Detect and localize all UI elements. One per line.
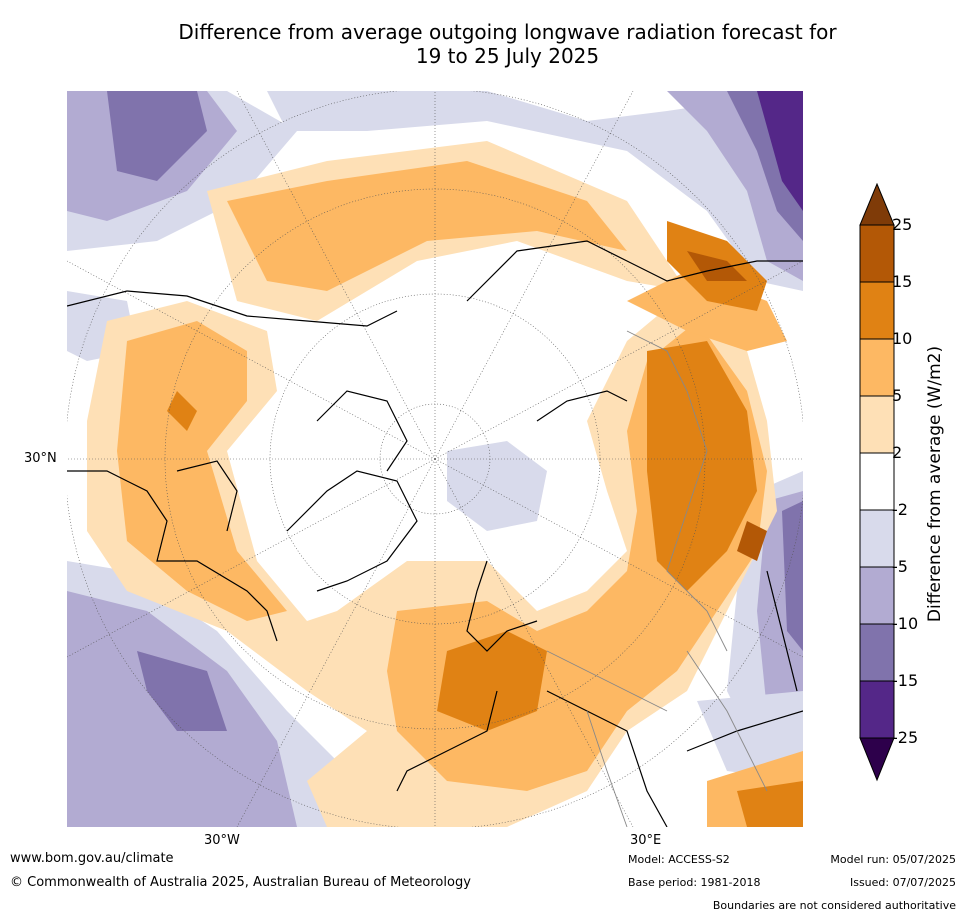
negative-anomaly-regions bbox=[67, 91, 803, 827]
title-line-1: Difference from average outgoing longwav… bbox=[178, 20, 837, 44]
colorbar-extend-top bbox=[859, 183, 895, 226]
colorbar bbox=[859, 183, 895, 782]
map-title: Difference from average outgoing longwav… bbox=[100, 20, 915, 68]
base-period: Base period: 1981-2018 bbox=[628, 876, 761, 889]
country-borders bbox=[546, 330, 768, 827]
graticule bbox=[67, 91, 803, 827]
colorbar-tick-2: 2 bbox=[892, 443, 903, 462]
positive-anomaly-regions bbox=[87, 141, 803, 827]
colorbar-tick-neg15: -15 bbox=[892, 671, 919, 690]
label-30n: 30°N bbox=[24, 451, 57, 466]
colorbar-tick-neg25: -25 bbox=[892, 728, 919, 747]
colorbar-bin-15-25 bbox=[859, 224, 895, 283]
colorbar-tick-neg5: -5 bbox=[892, 557, 908, 576]
model-name: Model: ACCESS-S2 bbox=[628, 853, 730, 866]
colorbar-tick-neg10: -10 bbox=[892, 614, 919, 633]
model-run-date: Model run: 05/07/2025 bbox=[830, 853, 956, 866]
colorbar-bin-2-5 bbox=[859, 395, 895, 454]
title-line-2: 19 to 25 July 2025 bbox=[415, 44, 600, 68]
website-link[interactable]: www.bom.gov.au/climate bbox=[10, 851, 174, 866]
colorbar-tick-5: 5 bbox=[892, 386, 903, 405]
boundaries-disclaimer: Boundaries are not considered authoritat… bbox=[712, 899, 956, 912]
colorbar-tick-25: 25 bbox=[892, 215, 913, 234]
colorbar-tick-neg2: -2 bbox=[892, 500, 908, 519]
colorbar-extend-bottom bbox=[859, 737, 895, 782]
label-30w: 30°W bbox=[204, 833, 240, 848]
colorbar-bin-neg2-2 bbox=[859, 452, 895, 511]
polar-map bbox=[67, 91, 803, 827]
colorbar-bin-neg15-neg10 bbox=[859, 623, 895, 682]
colorbar-bin-neg10-neg5 bbox=[859, 566, 895, 625]
colorbar-bin-10-15 bbox=[859, 281, 895, 340]
coastlines bbox=[67, 240, 803, 827]
colorbar-bin-5-10 bbox=[859, 338, 895, 397]
colorbar-title: Difference from average (W/m2) bbox=[925, 345, 945, 623]
colorbar-tick-10: 10 bbox=[892, 329, 913, 348]
label-30e: 30°E bbox=[630, 833, 662, 848]
copyright-text: © Commonwealth of Australia 2025, Austra… bbox=[10, 875, 471, 890]
anomaly-map-graphic bbox=[67, 91, 803, 827]
colorbar-tick-15: 15 bbox=[892, 272, 913, 291]
issued-date: Issued: 07/07/2025 bbox=[849, 876, 956, 889]
colorbar-bin-neg25-neg15 bbox=[859, 680, 895, 739]
colorbar-bin-neg5-neg2 bbox=[859, 509, 895, 568]
